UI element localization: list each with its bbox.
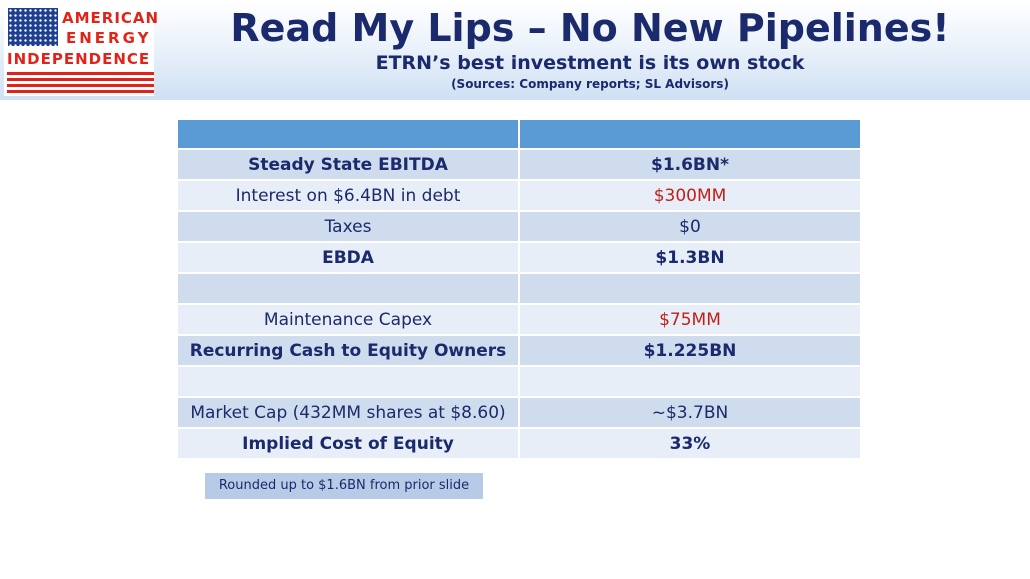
row-value: $1.3BN: [520, 243, 860, 272]
table-row: EBDA $1.3BN: [178, 243, 860, 272]
row-label: Taxes: [178, 212, 518, 241]
row-label: [178, 367, 518, 396]
flag-canton: [8, 8, 58, 46]
table-row: Recurring Cash to Equity Owners $1.225BN: [178, 336, 860, 365]
row-value: $1.6BN*: [520, 150, 860, 179]
row-label: Recurring Cash to Equity Owners: [178, 336, 518, 365]
row-value: $300MM: [520, 181, 860, 210]
table-row: Taxes $0: [178, 212, 860, 241]
cash-flow-table: Steady State EBITDA $1.6BN* Interest on …: [176, 118, 862, 460]
slide-header: AMERICAN ENERGY INDEPENDENCE Read My Lip…: [0, 0, 1030, 100]
row-value: $0: [520, 212, 860, 241]
row-label: Implied Cost of Equity: [178, 429, 518, 458]
slide-sources: (Sources: Company reports; SL Advisors): [451, 77, 729, 91]
logo-text-line2: ENERGY: [66, 29, 152, 47]
row-label: EBDA: [178, 243, 518, 272]
american-energy-independence-logo: AMERICAN ENERGY INDEPENDENCE: [4, 4, 158, 96]
slide-title: Read My Lips – No New Pipelines!: [230, 6, 950, 50]
table-row: Implied Cost of Equity 33%: [178, 429, 860, 458]
row-value: $1.225BN: [520, 336, 860, 365]
table-header-cell: [178, 120, 518, 148]
row-label: Market Cap (432MM shares at $8.60): [178, 398, 518, 427]
row-label: [178, 274, 518, 303]
row-value: ~$3.7BN: [520, 398, 860, 427]
table-row: Interest on $6.4BN in debt $300MM: [178, 181, 860, 210]
row-label: Interest on $6.4BN in debt: [178, 181, 518, 210]
slide-subtitle: ETRN’s best investment is its own stock: [375, 52, 805, 74]
logo-stripes: [7, 72, 154, 94]
us-flag-icon: [8, 8, 58, 46]
row-value: $75MM: [520, 305, 860, 334]
row-label: Maintenance Capex: [178, 305, 518, 334]
table-row: Market Cap (432MM shares at $8.60) ~$3.7…: [178, 398, 860, 427]
row-value: 33%: [520, 429, 860, 458]
table-row-spacer: [178, 274, 860, 303]
table-row: Maintenance Capex $75MM: [178, 305, 860, 334]
footnote: Rounded up to $1.6BN from prior slide: [205, 473, 483, 499]
table-row: Steady State EBITDA $1.6BN*: [178, 150, 860, 179]
table-header-row: [178, 120, 860, 148]
table-header-cell: [520, 120, 860, 148]
row-value: [520, 274, 860, 303]
table-row-spacer: [178, 367, 860, 396]
logo-text-line3: INDEPENDENCE: [7, 50, 151, 68]
row-label: Steady State EBITDA: [178, 150, 518, 179]
logo-text-line1: AMERICAN: [62, 9, 160, 27]
row-value: [520, 367, 860, 396]
